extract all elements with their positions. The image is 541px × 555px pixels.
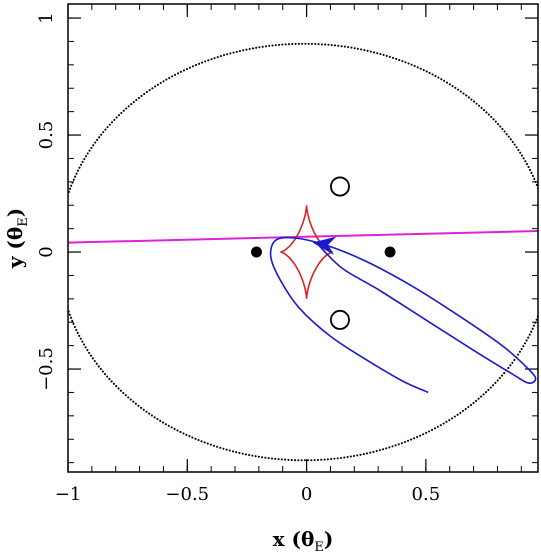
caustic-curve <box>280 205 333 299</box>
x-tick-label: −1 <box>55 484 82 505</box>
critical-curve <box>68 42 538 462</box>
y-tick-label: −0.5 <box>36 347 57 391</box>
y-tick-label: 0.5 <box>36 121 57 150</box>
x-tick-label: 0 <box>301 484 312 505</box>
orbit-curve <box>269 236 537 394</box>
x-axis-label: x (θE) <box>273 527 334 555</box>
lensed-image-1 <box>330 176 350 197</box>
lens-mass-1 <box>250 246 262 258</box>
plot-curves <box>68 42 538 462</box>
major-ticks <box>67 4 538 472</box>
orbit-direction-arrow <box>312 236 337 255</box>
source-trajectory <box>68 229 538 244</box>
x-tick-label: −0.5 <box>165 484 209 505</box>
plot-frame <box>67 3 539 473</box>
x-tick-label: 0.5 <box>412 484 441 505</box>
lensed-image-2 <box>330 309 350 330</box>
y-axis-label: y (θE) <box>3 208 31 269</box>
lens-mass-2 <box>384 246 396 258</box>
y-tick-label: 0 <box>36 246 57 257</box>
y-tick-label: 1 <box>36 12 57 23</box>
tick-labels: −1 −0.5 0 0.5 −0.5 0 0.5 1 <box>36 12 440 505</box>
minor-ticks <box>67 4 538 472</box>
